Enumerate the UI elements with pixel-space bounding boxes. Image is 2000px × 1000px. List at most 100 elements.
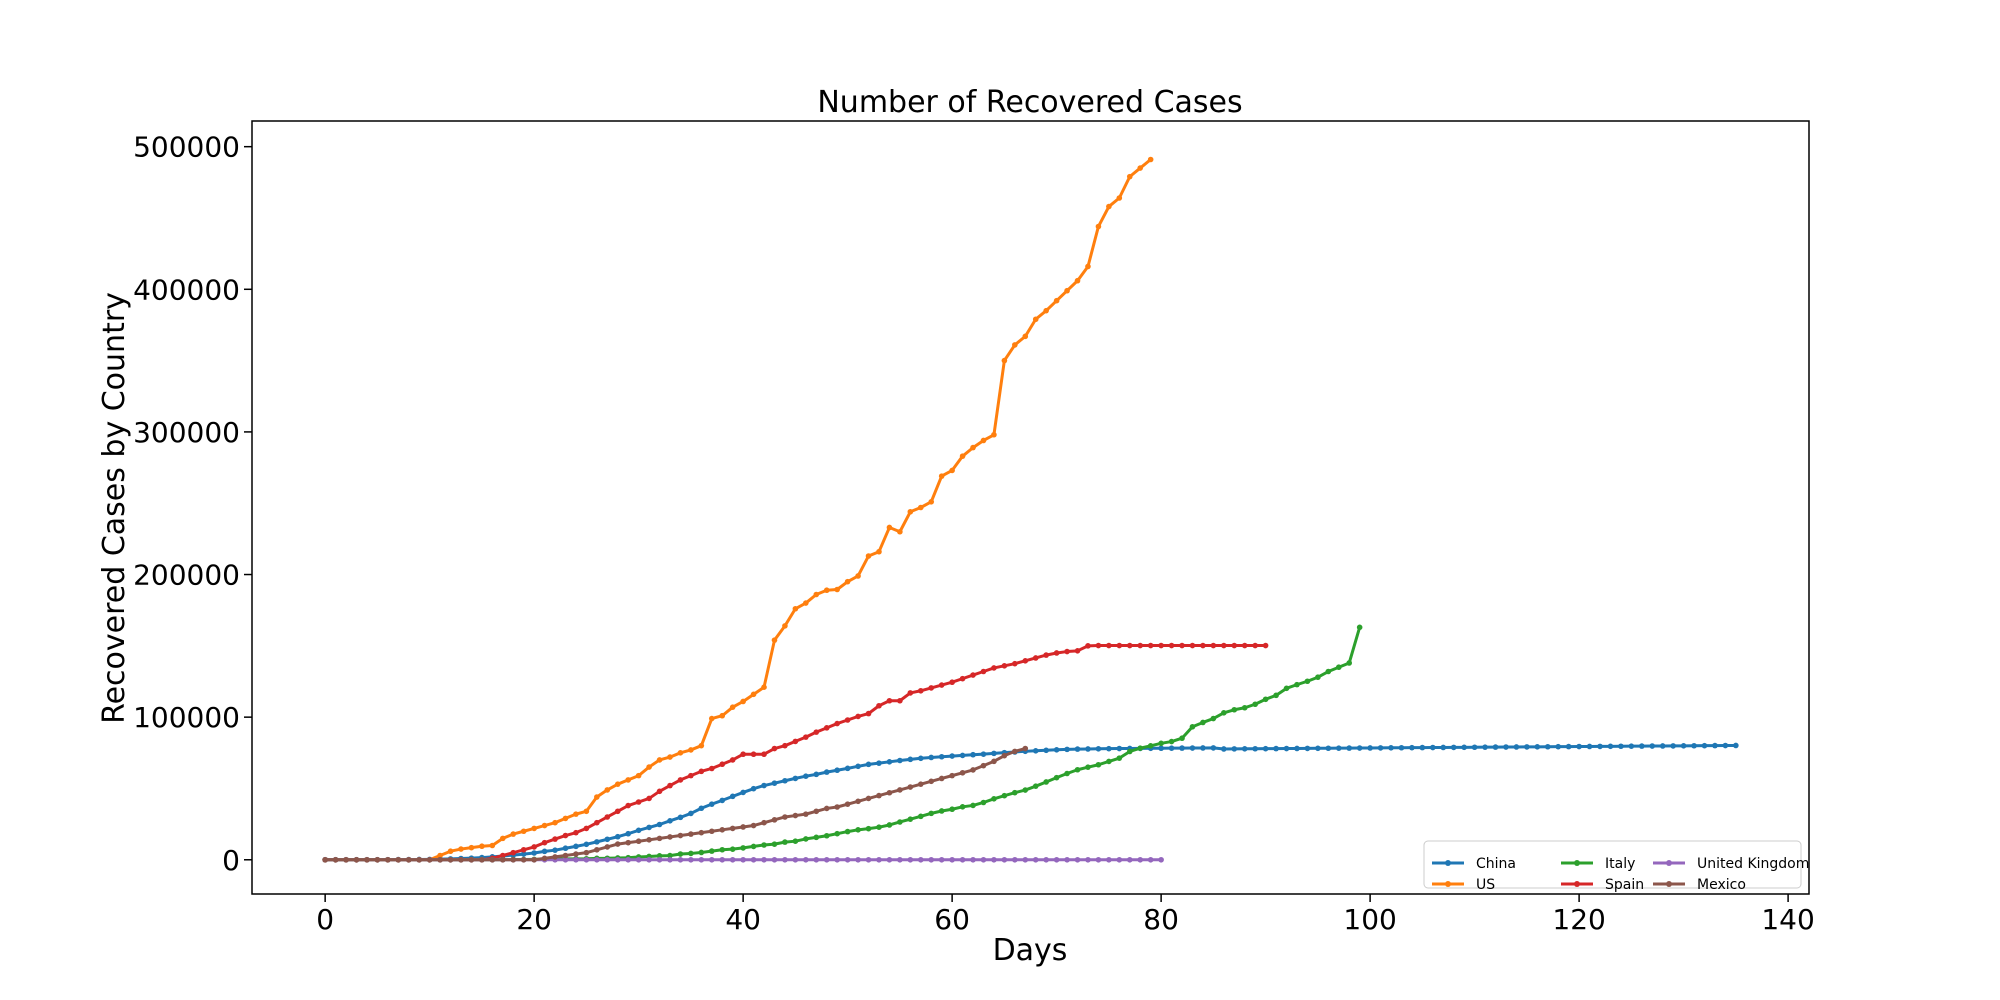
data-point	[771, 856, 778, 863]
data-point	[646, 856, 652, 863]
data-point	[1335, 745, 1342, 751]
data-point	[708, 848, 715, 854]
data-point	[803, 773, 809, 779]
data-point	[729, 846, 736, 852]
data-point	[897, 697, 903, 704]
data-point	[1680, 743, 1687, 749]
data-point	[447, 856, 454, 863]
data-point	[458, 856, 464, 863]
data-point	[970, 856, 976, 863]
data-point	[625, 777, 631, 783]
data-point	[1712, 742, 1718, 749]
data-point	[1074, 277, 1081, 284]
data-point	[1085, 856, 1091, 863]
data-point	[1524, 744, 1530, 750]
data-point	[1043, 779, 1049, 785]
data-point	[897, 757, 903, 764]
data-point	[1325, 745, 1332, 752]
data-point	[855, 827, 861, 833]
data-point	[1137, 165, 1144, 171]
data-point	[1273, 745, 1279, 752]
data-point	[1419, 744, 1426, 751]
data-point	[1043, 747, 1049, 754]
data-point	[865, 825, 872, 832]
data-point	[1607, 743, 1614, 750]
data-point	[823, 587, 830, 594]
data-point	[395, 856, 402, 863]
data-point	[1513, 744, 1520, 750]
data-point	[698, 768, 705, 775]
data-point	[928, 754, 935, 761]
data-point	[698, 805, 705, 812]
data-point	[1106, 642, 1112, 649]
data-point	[719, 846, 726, 853]
data-point	[594, 846, 600, 853]
legend-box	[1423, 840, 1802, 889]
data-point	[1733, 742, 1739, 749]
data-point	[531, 844, 537, 850]
data-point	[1116, 642, 1123, 649]
data-point	[1158, 740, 1164, 747]
data-point	[479, 843, 485, 850]
legend-marker	[1445, 881, 1451, 887]
data-point	[353, 856, 360, 863]
x-axis: 0 20 40 60 80 100 120 140	[316, 894, 1815, 936]
data-point	[928, 856, 935, 863]
data-point	[688, 772, 694, 779]
data-point	[761, 856, 767, 863]
data-point	[1064, 856, 1070, 863]
y-tick-label: 200000	[133, 559, 240, 592]
data-point	[844, 801, 851, 807]
data-point	[771, 841, 778, 847]
data-point	[792, 775, 799, 782]
data-point	[980, 856, 987, 863]
data-point	[1471, 744, 1478, 751]
data-point	[719, 712, 726, 719]
data-point	[688, 850, 694, 857]
data-point	[1012, 342, 1018, 348]
data-point	[1158, 745, 1164, 752]
data-point	[489, 842, 496, 849]
data-point	[959, 675, 966, 682]
data-point	[1053, 297, 1060, 304]
data-point	[1241, 704, 1248, 711]
data-point	[949, 772, 955, 779]
data-point	[886, 856, 893, 863]
data-point	[708, 828, 715, 835]
legend-item-italy: Italy	[1561, 856, 1635, 872]
data-point	[1116, 856, 1123, 863]
data-point	[343, 856, 349, 863]
data-point	[604, 787, 611, 793]
data-point	[635, 838, 642, 845]
data-point	[792, 605, 799, 612]
data-point	[938, 808, 945, 814]
data-point	[1252, 642, 1258, 649]
data-point	[416, 856, 422, 863]
data-point	[959, 453, 966, 459]
data-point	[792, 838, 799, 844]
data-point	[897, 856, 903, 863]
data-point	[813, 729, 820, 735]
data-point	[876, 824, 882, 830]
data-point	[625, 856, 631, 863]
y-axis: 0 100000 200000 300000 400000 500000	[133, 131, 252, 877]
data-point	[562, 856, 569, 863]
data-point	[1294, 681, 1300, 688]
data-point	[938, 856, 945, 863]
data-point	[1095, 761, 1102, 768]
data-point	[928, 499, 935, 505]
data-point	[552, 836, 558, 842]
data-point	[635, 827, 642, 834]
data-point	[646, 764, 652, 770]
x-tick-label: 120	[1552, 903, 1605, 936]
data-point	[594, 856, 600, 863]
data-point	[1001, 663, 1008, 669]
data-point	[1179, 735, 1185, 742]
data-point	[1482, 744, 1488, 750]
data-point	[823, 805, 830, 812]
data-point	[729, 856, 736, 863]
data-point	[886, 697, 893, 704]
data-point	[897, 819, 903, 825]
data-point	[1722, 742, 1729, 749]
